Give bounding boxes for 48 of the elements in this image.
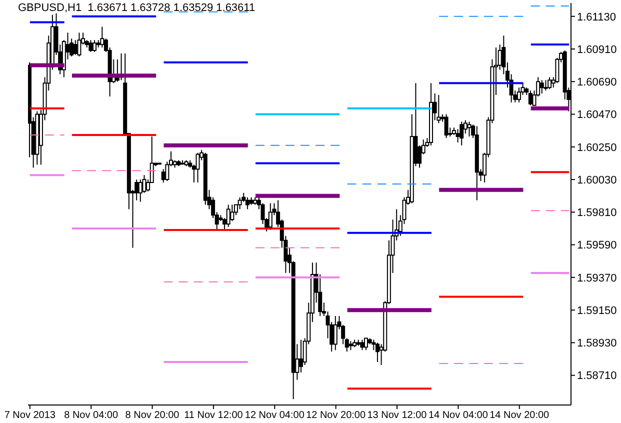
y-tick-label: 1.60030 xyxy=(577,174,617,186)
candlestick xyxy=(467,121,472,138)
candlestick xyxy=(88,40,93,52)
candlestick xyxy=(375,342,380,362)
y-tick-label: 1.60470 xyxy=(577,109,617,122)
candlestick xyxy=(444,114,448,138)
x-tick-label: 13 Nov 12:00 xyxy=(367,410,428,422)
candlestick xyxy=(238,196,242,210)
candlestick xyxy=(528,90,532,106)
y-tick-label: 1.60250 xyxy=(577,142,617,154)
candlestick xyxy=(548,76,552,90)
candlestick xyxy=(360,339,364,351)
y-tick-label: 1.60910 xyxy=(577,44,617,56)
candlestick xyxy=(436,94,441,124)
candlestick xyxy=(77,32,82,57)
candlestick xyxy=(299,339,303,373)
candlestick xyxy=(544,80,548,92)
candlestick xyxy=(230,204,234,222)
candlestick xyxy=(92,40,97,52)
candlestick xyxy=(226,204,230,228)
y-tick-label: 1.60690 xyxy=(577,76,617,89)
candlestick xyxy=(245,196,250,210)
candlestick xyxy=(516,87,521,103)
candlestick xyxy=(540,80,544,94)
x-tick-label: 11 Nov 12:00 xyxy=(184,410,244,422)
x-tick-label: 12 Nov 04:00 xyxy=(244,410,305,422)
y-tick-label: 1.61130 xyxy=(577,11,616,24)
candlestick xyxy=(268,202,272,230)
y-tick-label: 1.58710 xyxy=(577,370,617,382)
chart-title: GBPUSD,H1 1.63671 1.63728 1.63529 1.63611 xyxy=(18,2,256,14)
y-tick-label: 1.59150 xyxy=(577,304,617,317)
candlestick xyxy=(196,152,200,183)
candlestick xyxy=(100,26,104,48)
candlestick xyxy=(460,121,464,146)
x-tick-label: 8 Nov 04:00 xyxy=(64,410,118,422)
x-tick-label: 12 Nov 20:00 xyxy=(306,410,366,422)
y-tick-label: 1.59810 xyxy=(577,207,617,220)
candlestick xyxy=(333,315,338,351)
y-tick-label: 1.58930 xyxy=(577,338,617,350)
candlestick xyxy=(138,179,142,202)
y-tick-label: 1.59370 xyxy=(577,272,617,284)
x-tick-label: 14 Nov 04:00 xyxy=(428,410,488,422)
y-tick-label: 1.59590 xyxy=(577,240,617,252)
candlestick xyxy=(364,338,368,351)
candlestick xyxy=(73,40,78,56)
x-tick-label: 14 Nov 20:00 xyxy=(490,410,550,422)
x-tick-label: 8 Nov 20:00 xyxy=(125,410,180,422)
x-tick-label: 7 Nov 2013 xyxy=(4,410,56,422)
